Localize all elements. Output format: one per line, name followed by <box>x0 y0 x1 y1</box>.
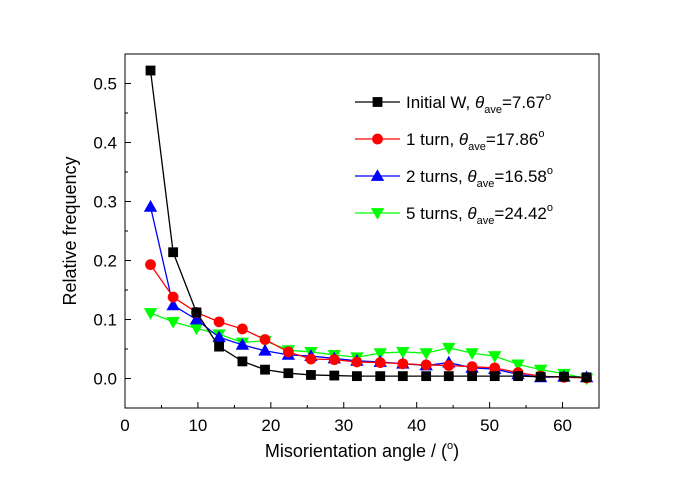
axis-ticks: 0 10 20 30 40 50 60 0.0 0.1 0.2 0.3 0.4 0.5 <box>93 53 572 435</box>
data-point-square <box>191 307 202 318</box>
data-point-circle <box>167 291 179 303</box>
data-point-square <box>372 97 383 107</box>
y-tick-label: 0.3 <box>93 193 117 212</box>
legend-entry-3: 5 turns, θave=24.42o <box>355 202 553 227</box>
data-point-square <box>237 356 248 367</box>
data-point-triangle-down <box>370 208 385 220</box>
data-point-triangle-up <box>370 169 385 181</box>
legend-entry-1: 1 turn, θave=17.86o <box>355 128 545 153</box>
data-point-triangle-up <box>258 343 272 356</box>
data-point-triangle-down <box>143 308 158 320</box>
data-point-square <box>375 371 386 382</box>
data-point-square <box>168 247 179 258</box>
y-tick-label: 0.5 <box>93 75 117 94</box>
data-point-square <box>214 341 224 352</box>
data-point-triangle-down <box>442 342 456 355</box>
data-point-triangle-down <box>465 348 479 360</box>
y-tick-label: 0.2 <box>93 252 117 271</box>
legend-label: 1 turn, θave=17.86o <box>406 128 545 153</box>
data-point-triangle-down <box>166 316 180 329</box>
data-point-triangle-up <box>235 338 250 350</box>
series-line <box>149 206 587 378</box>
x-tick-label: 0 <box>120 416 129 435</box>
data-point-square <box>306 370 316 380</box>
data-point-circle <box>213 316 225 328</box>
legend-entry-0: Initial W, θave=7.67o <box>355 91 551 116</box>
data-point-square <box>443 371 454 382</box>
legend: Initial W, θave=7.67o 1 turn, θave=17.86o… <box>355 91 553 227</box>
data-point-triangle-down <box>511 359 525 372</box>
data-point-square <box>283 368 294 379</box>
data-point-circle <box>372 133 383 145</box>
series-1 <box>145 259 593 384</box>
y-axis-title: Relative frequency <box>60 156 80 305</box>
x-tick-label: 50 <box>480 416 499 435</box>
legend-label: 5 turns, θave=24.42o <box>406 202 553 227</box>
data-point-triangle-down <box>419 348 433 360</box>
y-tick-label: 0.0 <box>93 370 117 389</box>
data-point-square <box>489 371 500 382</box>
x-tick-label: 60 <box>553 416 572 435</box>
x-tick-label: 40 <box>407 416 426 435</box>
data-point-square <box>467 371 478 382</box>
data-point-square <box>581 372 592 383</box>
y-tick-label: 0.1 <box>93 311 117 330</box>
data-point-triangle-up <box>189 312 204 325</box>
data-point-triangle-up <box>166 298 180 311</box>
data-point-circle <box>443 360 455 371</box>
x-tick-label: 10 <box>188 416 207 435</box>
data-point-square <box>329 370 340 381</box>
data-point-triangle-down <box>533 364 548 377</box>
data-point-triangle-up <box>143 200 158 212</box>
data-point-circle <box>282 346 294 358</box>
legend-label: 2 turns, θave=16.58o <box>406 165 553 190</box>
data-point-circle <box>420 359 432 371</box>
data-point-circle <box>305 353 317 365</box>
data-point-circle <box>374 357 386 368</box>
data-point-triangle-up <box>212 330 226 343</box>
data-point-square <box>260 364 270 375</box>
data-point-triangle-down <box>488 351 502 363</box>
data-point-circle <box>466 361 478 373</box>
series-layer <box>143 65 594 386</box>
data-point-triangle-down <box>373 348 387 360</box>
legend-label: Initial W, θave=7.67o <box>406 91 551 116</box>
data-point-circle <box>145 259 156 271</box>
data-point-circle <box>259 334 271 345</box>
data-point-circle <box>397 358 409 370</box>
data-point-circle <box>237 323 248 335</box>
data-point-square <box>559 371 569 382</box>
data-point-circle <box>328 354 340 366</box>
data-point-square <box>351 371 362 382</box>
x-tick-label: 30 <box>334 416 353 435</box>
legend-entry-2: 2 turns, θave=16.58o <box>355 165 553 190</box>
data-point-square <box>535 371 546 382</box>
data-point-circle <box>351 356 363 368</box>
y-tick-label: 0.4 <box>93 134 117 153</box>
series-0 <box>145 65 592 383</box>
data-point-square <box>397 371 408 382</box>
data-point-triangle-down <box>396 347 410 359</box>
data-point-square <box>421 371 432 382</box>
data-point-square <box>513 371 523 382</box>
x-tick-label: 20 <box>261 416 280 435</box>
x-axis-title: Misorientation angle / (o) <box>265 440 459 461</box>
data-point-square <box>145 65 156 76</box>
